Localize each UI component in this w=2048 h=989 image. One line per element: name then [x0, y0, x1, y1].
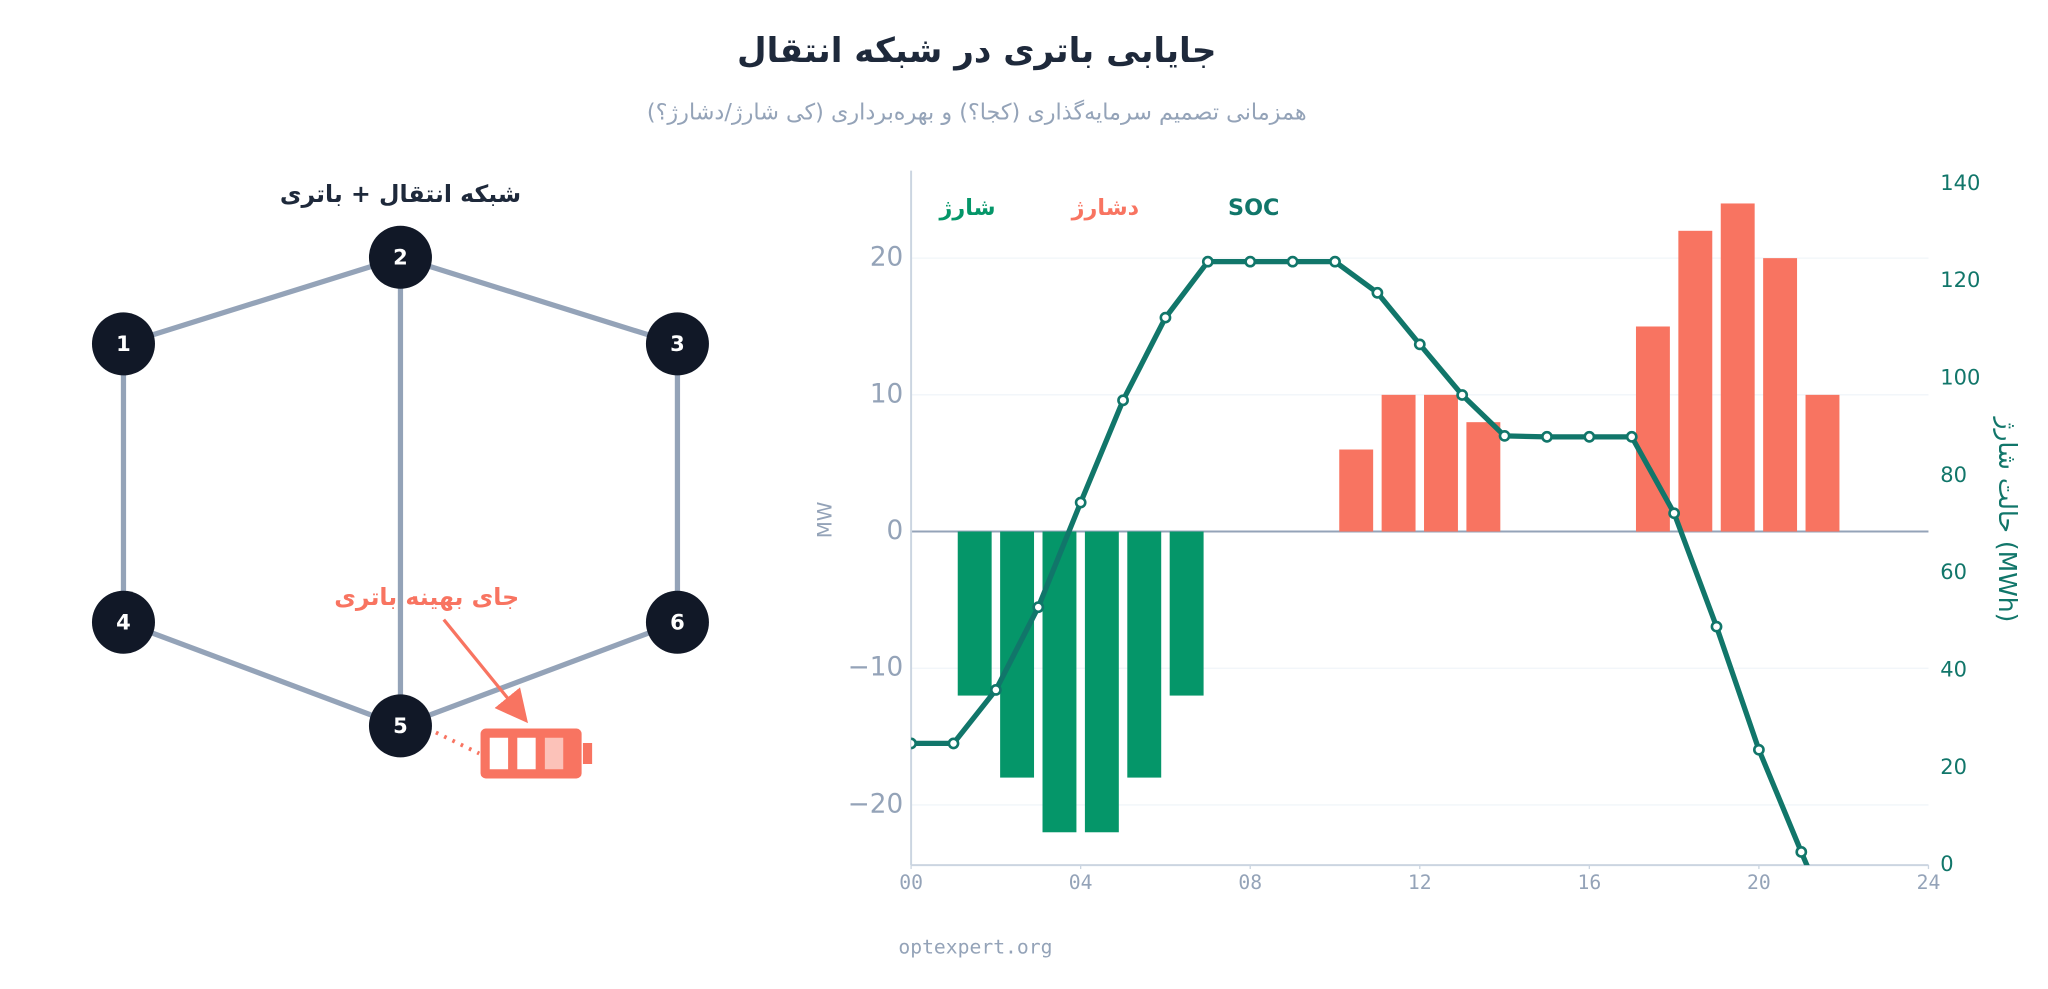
legend-label: شارژ	[939, 195, 996, 221]
battery-terminal	[582, 742, 593, 765]
node	[91, 590, 155, 654]
x-tick-label: 24	[1917, 871, 1941, 894]
y-tick-label: 10	[870, 379, 903, 409]
bar	[1169, 531, 1204, 696]
node	[645, 312, 709, 376]
edge	[399, 254, 679, 347]
x-tick-label: 08	[1238, 871, 1262, 894]
bar	[1339, 449, 1374, 532]
bar	[1720, 203, 1755, 532]
x-tick-label: 00	[899, 871, 923, 894]
soc-marker	[1668, 507, 1681, 520]
node	[645, 590, 709, 654]
legend-label: SOC	[1228, 195, 1279, 221]
bar	[1127, 531, 1162, 778]
soc-marker	[1413, 338, 1426, 351]
subtitle: همزمانی تصمیم سرمایه‌گذاری (کجا؟) و بهره…	[647, 99, 1307, 125]
soc-marker	[989, 683, 1002, 696]
bar	[1678, 230, 1713, 532]
soc-marker	[1752, 743, 1765, 756]
soc-marker	[1117, 394, 1129, 407]
y-tick-label: 20	[870, 243, 903, 273]
node-label: 3	[670, 332, 685, 356]
edges	[120, 254, 681, 729]
bar	[1084, 531, 1119, 833]
soc-marker	[947, 737, 960, 750]
soc-marker	[1541, 430, 1553, 443]
bar	[1763, 258, 1798, 532]
y2-tick-label: 40	[1940, 657, 1967, 681]
y2-tick-label: 0	[1940, 852, 1953, 876]
y2-tick-label: 100	[1940, 365, 1980, 389]
bar	[1424, 394, 1458, 532]
x-tick-label: 20	[1747, 871, 1771, 894]
annotation-arrow	[442, 618, 528, 724]
soc-marker	[1159, 311, 1172, 324]
node	[91, 312, 155, 376]
y2-tick-label: 80	[1940, 463, 1967, 487]
soc-marker	[1329, 255, 1341, 268]
x-tick-label: 12	[1408, 871, 1432, 894]
node-label: 1	[116, 332, 131, 356]
battery-cell	[544, 737, 564, 770]
y2-tick-label: 20	[1940, 755, 1967, 779]
bar	[1381, 394, 1416, 532]
soc-marker	[1074, 496, 1087, 509]
x-tick-label: 16	[1577, 871, 1601, 894]
network-title: شبکه انتقال + باتری	[280, 180, 521, 208]
x-tick-label: 04	[1069, 871, 1093, 894]
y-tick-label: −10	[848, 653, 903, 683]
node	[368, 694, 432, 758]
node-label: 4	[116, 611, 131, 635]
title: جایابی باتری در شبکه انتقال	[737, 31, 1216, 71]
bar	[957, 531, 992, 696]
y-axis-label: MW	[813, 502, 836, 538]
chart: −20 −10 0 10 20 0 20 40 60 80 100 120 140 00 04 08 12 16 2…	[813, 170, 2022, 957]
battery-link	[435, 730, 481, 756]
soc-marker	[1032, 601, 1045, 614]
edge	[122, 619, 402, 729]
battery-cell	[517, 737, 536, 770]
node-label: 5	[393, 714, 408, 738]
y2-tick-label: 120	[1940, 268, 1980, 292]
bar	[1466, 422, 1501, 532]
y2-tick-label: 140	[1940, 171, 1980, 195]
battery	[480, 728, 593, 779]
edge	[399, 619, 679, 729]
soc-marker	[1625, 430, 1638, 443]
soc-marker	[911, 737, 918, 750]
battery-cell	[489, 737, 509, 770]
node-label: 6	[670, 611, 685, 635]
legend-label: دشارژ	[1071, 195, 1139, 221]
soc-marker	[1710, 620, 1723, 633]
soc-marker	[1286, 255, 1299, 268]
y2-tick-label: 60	[1940, 560, 1967, 584]
bar	[1042, 531, 1077, 833]
node	[368, 225, 432, 289]
bar	[1000, 531, 1035, 778]
soc-marker	[1498, 429, 1511, 442]
soc-marker	[1583, 430, 1596, 443]
footer: optexpert.org	[898, 935, 1052, 958]
annotation: جای بهینه باتری	[334, 583, 519, 611]
bar	[1805, 394, 1840, 532]
y-tick-label: −20	[848, 789, 903, 819]
soc-marker	[1839, 948, 1848, 957]
soc-marker	[1201, 255, 1214, 268]
plot-area	[911, 203, 1848, 957]
soc-marker	[1371, 286, 1384, 299]
node-label: 2	[393, 246, 408, 270]
soc-marker	[1244, 255, 1257, 268]
soc-marker	[1456, 389, 1469, 401]
edge	[122, 254, 402, 347]
nodes: 1 2 3 4 5 6	[91, 225, 709, 758]
y2-axis-label: حالت شارژ (MWh)	[1993, 415, 2022, 622]
soc-marker	[1795, 846, 1808, 858]
y-tick-label: 0	[887, 516, 904, 546]
